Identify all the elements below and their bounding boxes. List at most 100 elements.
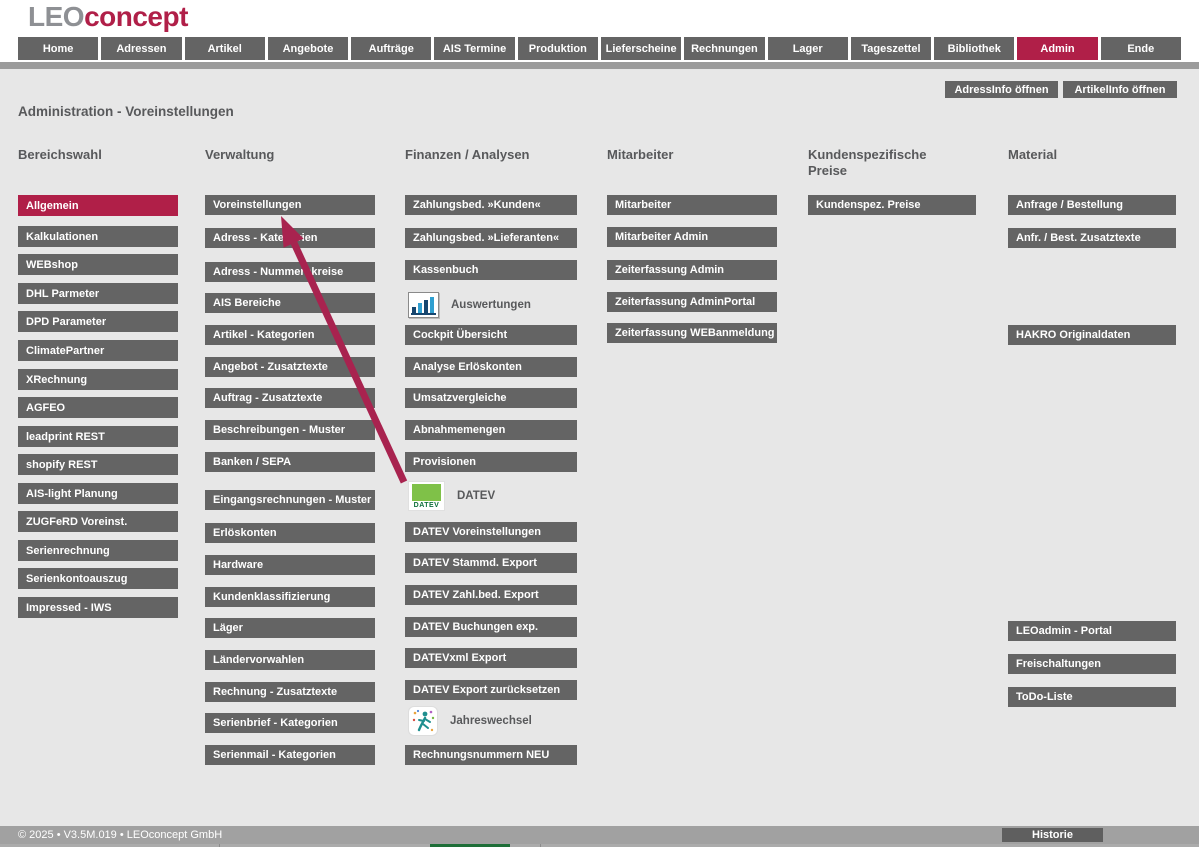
menu-button-erl-skonten[interactable]: Erlöskonten — [205, 523, 375, 543]
icon-row-jahreswechsel: Jahreswechsel — [408, 706, 532, 736]
menu-button-adress-nummernkreise[interactable]: Adress - Nummernkreise — [205, 262, 375, 282]
menu-button-datev-export-zur-cksetzen[interactable]: DATEV Export zurücksetzen — [405, 680, 577, 700]
menu-button-anfr-best-zusatztexte[interactable]: Anfr. / Best. Zusatztexte — [1008, 228, 1176, 248]
nav-tab-produktion[interactable]: Produktion — [517, 37, 598, 60]
leoconcept-logo: LEOconcept — [28, 1, 188, 33]
menu-button-eingangsrechnungen-muster[interactable]: Eingangsrechnungen - Muster — [205, 490, 375, 510]
menu-button-serienmail-kategorien[interactable]: Serienmail - Kategorien — [205, 745, 375, 765]
menu-button-kundenklassifizierung[interactable]: Kundenklassifizierung — [205, 587, 375, 607]
column-header-material: Material — [1008, 147, 1058, 162]
nav-tab-lieferscheine[interactable]: Lieferscheine — [600, 37, 682, 60]
bar-chart-icon — [408, 292, 439, 318]
bottom-strip-green-segment — [430, 844, 510, 847]
nav-tab-tageszettel[interactable]: Tageszettel — [850, 37, 932, 60]
nav-tab-home[interactable]: Home — [18, 37, 99, 60]
menu-button-adress-kategorien[interactable]: Adress - Kategorien — [205, 228, 375, 248]
nav-tab-artikel[interactable]: Artikel — [184, 37, 265, 60]
nav-tab-lager[interactable]: Lager — [767, 37, 848, 60]
logo-part-leo: LEO — [28, 1, 85, 32]
menu-button-l-ndervorwahlen[interactable]: Ländervorwahlen — [205, 650, 375, 670]
menu-button-allgemein[interactable]: Allgemein — [18, 195, 178, 216]
runner-icon — [408, 706, 438, 736]
menu-button-hardware[interactable]: Hardware — [205, 555, 375, 575]
bottom-strip-separator — [219, 844, 220, 847]
adressinfo-open-button[interactable]: AdressInfo öffnen — [945, 81, 1058, 98]
nav-tab-ais-termine[interactable]: AIS Termine — [434, 37, 515, 60]
menu-button-rechnungsnummern-neu[interactable]: Rechnungsnummern NEU — [405, 745, 577, 765]
menu-button-hakro-originaldaten[interactable]: HAKRO Originaldaten — [1008, 325, 1176, 345]
nav-tab-auftr-ge[interactable]: Aufträge — [351, 37, 432, 60]
menu-button-banken-sepa[interactable]: Banken / SEPA — [205, 452, 375, 472]
historie-button[interactable]: Historie — [1002, 828, 1103, 842]
menu-button-l-ger[interactable]: Läger — [205, 618, 375, 638]
nav-tabs: Home Adressen Artikel Angebote Aufträge AIS T… — [18, 37, 1181, 60]
menu-button-impressed-iws[interactable]: Impressed - IWS — [18, 597, 178, 618]
menu-button-serienbrief-kategorien[interactable]: Serienbrief - Kategorien — [205, 713, 375, 733]
menu-button-webshop[interactable]: WEBshop — [18, 254, 178, 275]
column-header-mitarbeiter: Mitarbeiter — [607, 147, 674, 162]
menu-button-mitarbeiter-admin[interactable]: Mitarbeiter Admin — [607, 227, 777, 247]
nav-tab-rechnungen[interactable]: Rechnungen — [684, 37, 765, 60]
footer-bar: © 2025 • V3.5M.019 • LEOconcept GmbH His… — [0, 826, 1199, 844]
menu-button-analyse-erl-skonten[interactable]: Analyse Erlöskonten — [405, 357, 577, 377]
menu-button-zahlungsbed-kunden[interactable]: Zahlungsbed. »Kunden« — [405, 195, 577, 215]
column-header-bereichswahl: Bereichswahl — [18, 147, 102, 162]
menu-button-shopify-rest[interactable]: shopify REST — [18, 454, 178, 475]
app-header: LEOconcept Home Adressen Artikel Angebote Au… — [0, 0, 1199, 62]
nav-tab-adressen[interactable]: Adressen — [101, 37, 182, 60]
menu-button-kassenbuch[interactable]: Kassenbuch — [405, 260, 577, 280]
menu-button-climatepartner[interactable]: ClimatePartner — [18, 340, 178, 361]
menu-button-serienrechnung[interactable]: Serienrechnung — [18, 540, 178, 561]
menu-button-datevxml-export[interactable]: DATEVxml Export — [405, 648, 577, 668]
menu-button-anfrage-bestellung[interactable]: Anfrage / Bestellung — [1008, 195, 1176, 215]
section-label-jahreswechsel: Jahreswechsel — [450, 715, 532, 727]
menu-button-umsatzvergleiche[interactable]: Umsatzvergleiche — [405, 388, 577, 408]
menu-button-todo-liste[interactable]: ToDo-Liste — [1008, 687, 1176, 707]
menu-button-rechnung-zusatztexte[interactable]: Rechnung - Zusatztexte — [205, 682, 375, 702]
menu-button-angebot-zusatztexte[interactable]: Angebot - Zusatztexte — [205, 357, 375, 377]
menu-button-zeiterfassung-adminportal[interactable]: Zeiterfassung AdminPortal — [607, 292, 777, 312]
nav-tab-ende[interactable]: Ende — [1100, 37, 1181, 60]
menu-button-cockpit-bersicht[interactable]: Cockpit Übersicht — [405, 325, 577, 345]
menu-button-dpd-parameter[interactable]: DPD Parameter — [18, 311, 178, 332]
section-label-auswertungen: Auswertungen — [451, 299, 531, 311]
menu-button-ais-bereiche[interactable]: AIS Bereiche — [205, 293, 375, 313]
menu-button-agfeo[interactable]: AGFEO — [18, 397, 178, 418]
menu-button-beschreibungen-muster[interactable]: Beschreibungen - Muster — [205, 420, 375, 440]
menu-button-freischaltungen[interactable]: Freischaltungen — [1008, 654, 1176, 674]
icon-row-datev: DATEV DATEV — [408, 481, 495, 511]
menu-button-provisionen[interactable]: Provisionen — [405, 452, 577, 472]
menu-button-ais-light-planung[interactable]: AIS-light Planung — [18, 483, 178, 504]
artikelinfo-open-button[interactable]: ArtikelInfo öffnen — [1063, 81, 1177, 98]
menu-button-zugferd-voreinst[interactable]: ZUGFeRD Voreinst. — [18, 511, 178, 532]
footer-copyright: © 2025 • V3.5M.019 • LEOconcept GmbH — [18, 829, 223, 841]
menu-button-kalkulationen[interactable]: Kalkulationen — [18, 226, 178, 247]
menu-button-zahlungsbed-lieferanten[interactable]: Zahlungsbed. »Lieferanten« — [405, 228, 577, 248]
section-label-datev: DATEV — [457, 490, 496, 502]
nav-tab-bibliothek[interactable]: Bibliothek — [934, 37, 1015, 60]
menu-button-zeiterfassung-webanmeldung[interactable]: Zeiterfassung WEBanmeldung — [607, 323, 777, 343]
menu-button-leadprint-rest[interactable]: leadprint REST — [18, 426, 178, 447]
icon-row-auswertungen: Auswertungen — [408, 292, 531, 318]
menu-button-datev-stammd-export[interactable]: DATEV Stammd. Export — [405, 553, 577, 573]
menu-button-artikel-kategorien[interactable]: Artikel - Kategorien — [205, 325, 375, 345]
menu-button-leoadmin-portal[interactable]: LEOadmin - Portal — [1008, 621, 1176, 641]
nav-tab-admin[interactable]: Admin — [1017, 37, 1098, 60]
menu-button-voreinstellungen[interactable]: Voreinstellungen — [205, 195, 375, 215]
datev-icon: DATEV — [408, 481, 445, 511]
menu-button-zeiterfassung-admin[interactable]: Zeiterfassung Admin — [607, 260, 777, 280]
nav-tab-angebote[interactable]: Angebote — [267, 37, 349, 60]
menu-button-dhl-parmeter[interactable]: DHL Parmeter — [18, 283, 178, 304]
bottom-strip-separator — [540, 844, 541, 847]
logo-part-concept: concept — [84, 1, 188, 32]
menu-button-xrechnung[interactable]: XRechnung — [18, 369, 178, 390]
menu-button-serienkontoauszug[interactable]: Serienkontoauszug — [18, 568, 178, 589]
menu-button-datev-buchungen-exp[interactable]: DATEV Buchungen exp. — [405, 617, 577, 637]
menu-button-kundenspez-preise[interactable]: Kundenspez. Preise — [808, 195, 976, 215]
menu-button-datev-voreinstellungen[interactable]: DATEV Voreinstellungen — [405, 522, 577, 542]
menu-button-datev-zahl-bed-export[interactable]: DATEV Zahl.bed. Export — [405, 585, 577, 605]
menu-button-mitarbeiter[interactable]: Mitarbeiter — [607, 195, 777, 215]
column-header-verwaltung: Verwaltung — [205, 147, 275, 162]
menu-button-abnahmemengen[interactable]: Abnahmemengen — [405, 420, 577, 440]
menu-button-auftrag-zusatztexte[interactable]: Auftrag - Zusatztexte — [205, 388, 375, 408]
